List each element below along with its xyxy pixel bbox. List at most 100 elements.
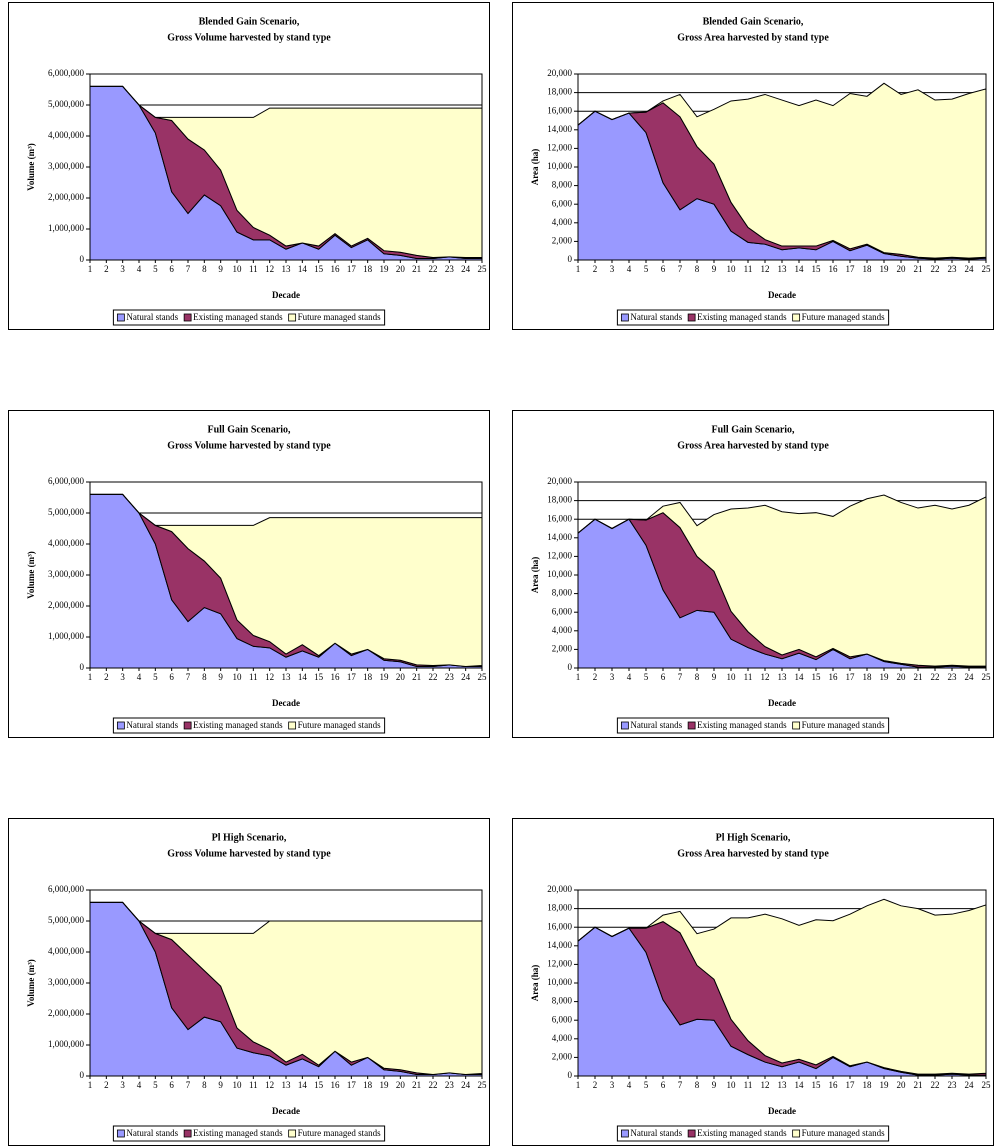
x-tick-label: 23 bbox=[445, 264, 455, 274]
legend-label: Natural stands bbox=[630, 720, 682, 730]
y-tick-label: 0 bbox=[568, 1070, 573, 1080]
legend-box bbox=[616, 717, 890, 734]
x-tick-label: 20 bbox=[897, 1080, 907, 1090]
y-tick-label: 12,000 bbox=[547, 550, 572, 560]
x-tick-label: 16 bbox=[829, 672, 839, 682]
x-tick-label: 24 bbox=[965, 672, 975, 682]
x-tick-label: 9 bbox=[712, 264, 717, 274]
legend-swatch bbox=[116, 721, 125, 730]
x-tick-label: 2 bbox=[593, 264, 598, 274]
x-tick-label: 14 bbox=[795, 672, 805, 682]
legend-label: Natural stands bbox=[126, 720, 178, 730]
x-tick-label: 15 bbox=[812, 264, 822, 274]
y-tick-label: 4,000,000 bbox=[48, 130, 85, 140]
chart-panel: Pl High Scenario, Gross Volume harvested … bbox=[8, 818, 490, 1146]
x-tick-label: 10 bbox=[727, 1080, 737, 1090]
x-tick-label: 1 bbox=[576, 264, 581, 274]
y-tick-label: 18,000 bbox=[547, 903, 572, 913]
x-tick-label: 18 bbox=[363, 1080, 373, 1090]
x-tick-label: 15 bbox=[812, 1080, 822, 1090]
y-tick-label: 1,000,000 bbox=[48, 631, 85, 641]
x-tick-label: 25 bbox=[478, 1080, 488, 1090]
y-tick-label: 4,000,000 bbox=[48, 946, 85, 956]
x-tick-label: 25 bbox=[982, 264, 992, 274]
x-tick-label: 1 bbox=[88, 1080, 93, 1090]
y-tick-label: 1,000,000 bbox=[48, 223, 85, 233]
legend: Natural stands Existing managed stands Fut… bbox=[616, 309, 890, 326]
x-tick-label: 8 bbox=[695, 672, 700, 682]
x-tick-label: 19 bbox=[380, 672, 390, 682]
x-tick-label: 12 bbox=[265, 1080, 274, 1090]
y-tick-label: 6,000,000 bbox=[48, 884, 85, 894]
legend-swatch bbox=[687, 1129, 696, 1138]
x-tick-label: 7 bbox=[186, 1080, 191, 1090]
x-tick-label: 7 bbox=[678, 672, 683, 682]
x-tick-label: 22 bbox=[931, 1080, 940, 1090]
legend-swatch bbox=[183, 1129, 192, 1138]
legend-label: Natural stands bbox=[126, 1128, 178, 1138]
x-tick-label: 18 bbox=[363, 672, 373, 682]
x-tick-label: 8 bbox=[202, 672, 207, 682]
y-tick-label: 3,000,000 bbox=[48, 569, 85, 579]
x-tick-label: 6 bbox=[661, 672, 666, 682]
x-tick-label: 22 bbox=[931, 264, 940, 274]
legend-label: Future managed stands bbox=[298, 1128, 381, 1138]
x-tick-label: 13 bbox=[282, 1080, 292, 1090]
x-tick-label: 2 bbox=[104, 672, 109, 682]
x-tick-label: 9 bbox=[712, 1080, 717, 1090]
x-tick-label: 19 bbox=[880, 1080, 890, 1090]
y-tick-label: 5,000,000 bbox=[48, 99, 85, 109]
x-tick-label: 22 bbox=[429, 672, 438, 682]
x-tick-label: 1 bbox=[576, 1080, 581, 1090]
legend: Natural stands Existing managed stands Fut… bbox=[616, 1125, 890, 1142]
x-tick-label: 21 bbox=[412, 672, 421, 682]
y-tick-label: 5,000,000 bbox=[48, 507, 85, 517]
y-tick-label: 1,000,000 bbox=[48, 1039, 85, 1049]
y-tick-label: 4,000 bbox=[552, 217, 573, 227]
y-tick-label: 18,000 bbox=[547, 87, 572, 97]
x-tick-label: 21 bbox=[914, 264, 923, 274]
x-tick-label: 12 bbox=[265, 672, 274, 682]
x-tick-label: 9 bbox=[712, 672, 717, 682]
legend-label: Future managed stands bbox=[298, 312, 381, 322]
x-tick-label: 25 bbox=[982, 672, 992, 682]
x-tick-label: 16 bbox=[829, 264, 839, 274]
legend-label: Natural stands bbox=[126, 312, 178, 322]
legend-label: Natural stands bbox=[630, 1128, 682, 1138]
x-tick-label: 22 bbox=[931, 672, 940, 682]
x-tick-label: 22 bbox=[429, 264, 438, 274]
y-tick-label: 18,000 bbox=[547, 495, 572, 505]
x-tick-label: 17 bbox=[347, 264, 357, 274]
x-tick-label: 20 bbox=[396, 1080, 406, 1090]
legend-swatch bbox=[116, 1129, 125, 1138]
x-tick-label: 10 bbox=[727, 672, 737, 682]
x-tick-label: 24 bbox=[461, 264, 471, 274]
y-tick-label: 6,000 bbox=[552, 198, 573, 208]
y-tick-label: 14,000 bbox=[547, 940, 572, 950]
x-tick-label: 10 bbox=[233, 1080, 243, 1090]
x-tick-label: 12 bbox=[761, 1080, 770, 1090]
x-tick-label: 7 bbox=[678, 264, 683, 274]
x-tick-label: 21 bbox=[914, 1080, 923, 1090]
legend-label: Existing managed stands bbox=[193, 720, 283, 730]
x-tick-label: 25 bbox=[478, 264, 488, 274]
x-tick-label: 9 bbox=[218, 264, 223, 274]
chart-panel: Blended Gain Scenario, Gross Volume harve… bbox=[8, 2, 490, 330]
x-tick-label: 14 bbox=[298, 672, 308, 682]
y-tick-label: 2,000 bbox=[552, 1051, 573, 1061]
x-tick-label: 6 bbox=[169, 264, 174, 274]
x-tick-label: 24 bbox=[965, 264, 975, 274]
y-tick-label: 6,000,000 bbox=[48, 476, 85, 486]
legend-label: Future managed stands bbox=[802, 720, 885, 730]
x-tick-label: 14 bbox=[298, 264, 308, 274]
x-tick-label: 16 bbox=[331, 1080, 341, 1090]
x-tick-label: 23 bbox=[445, 1080, 455, 1090]
x-tick-label: 9 bbox=[218, 1080, 223, 1090]
chart-subtitle: Gross Volume harvested by stand type bbox=[167, 848, 331, 859]
y-tick-label: 10,000 bbox=[547, 161, 572, 171]
x-tick-label: 20 bbox=[396, 672, 406, 682]
x-tick-label: 8 bbox=[202, 264, 207, 274]
legend: Natural stands Existing managed stands Fut… bbox=[616, 717, 890, 734]
x-tick-label: 11 bbox=[249, 1080, 258, 1090]
